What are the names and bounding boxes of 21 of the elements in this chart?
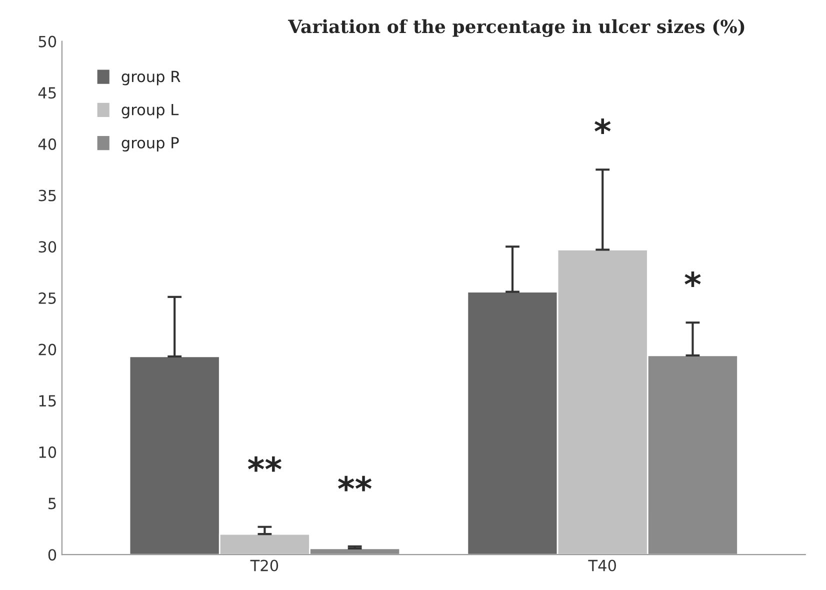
y-tick-label: 20 xyxy=(38,344,56,356)
y-tick-label: 35 xyxy=(38,190,56,202)
chart-title: Variation of the percentage in ulcer sizes (%) xyxy=(288,19,744,37)
annotation: * xyxy=(684,271,701,287)
legend-label: group R xyxy=(122,70,180,86)
y-tick-label: 40 xyxy=(38,138,56,150)
y-tick-label: 50 xyxy=(38,36,56,48)
x-tick-label: T20 xyxy=(250,560,278,572)
y-tick-label: 5 xyxy=(48,498,56,510)
y-tick-label: 0 xyxy=(48,549,56,561)
y-tick-label: 30 xyxy=(38,241,56,253)
y-tick-label: 45 xyxy=(38,87,56,99)
y-tick-label: 15 xyxy=(39,395,56,407)
y-tick-label: 10 xyxy=(39,446,56,458)
annotation: * xyxy=(594,118,611,134)
annotation: ** xyxy=(248,456,282,472)
x-tick-label: T40 xyxy=(588,560,616,572)
y-tick-label: 25 xyxy=(38,292,56,304)
annotation: ** xyxy=(338,476,372,492)
legend-label: group L xyxy=(122,104,179,118)
legend-label: group P xyxy=(122,137,179,152)
